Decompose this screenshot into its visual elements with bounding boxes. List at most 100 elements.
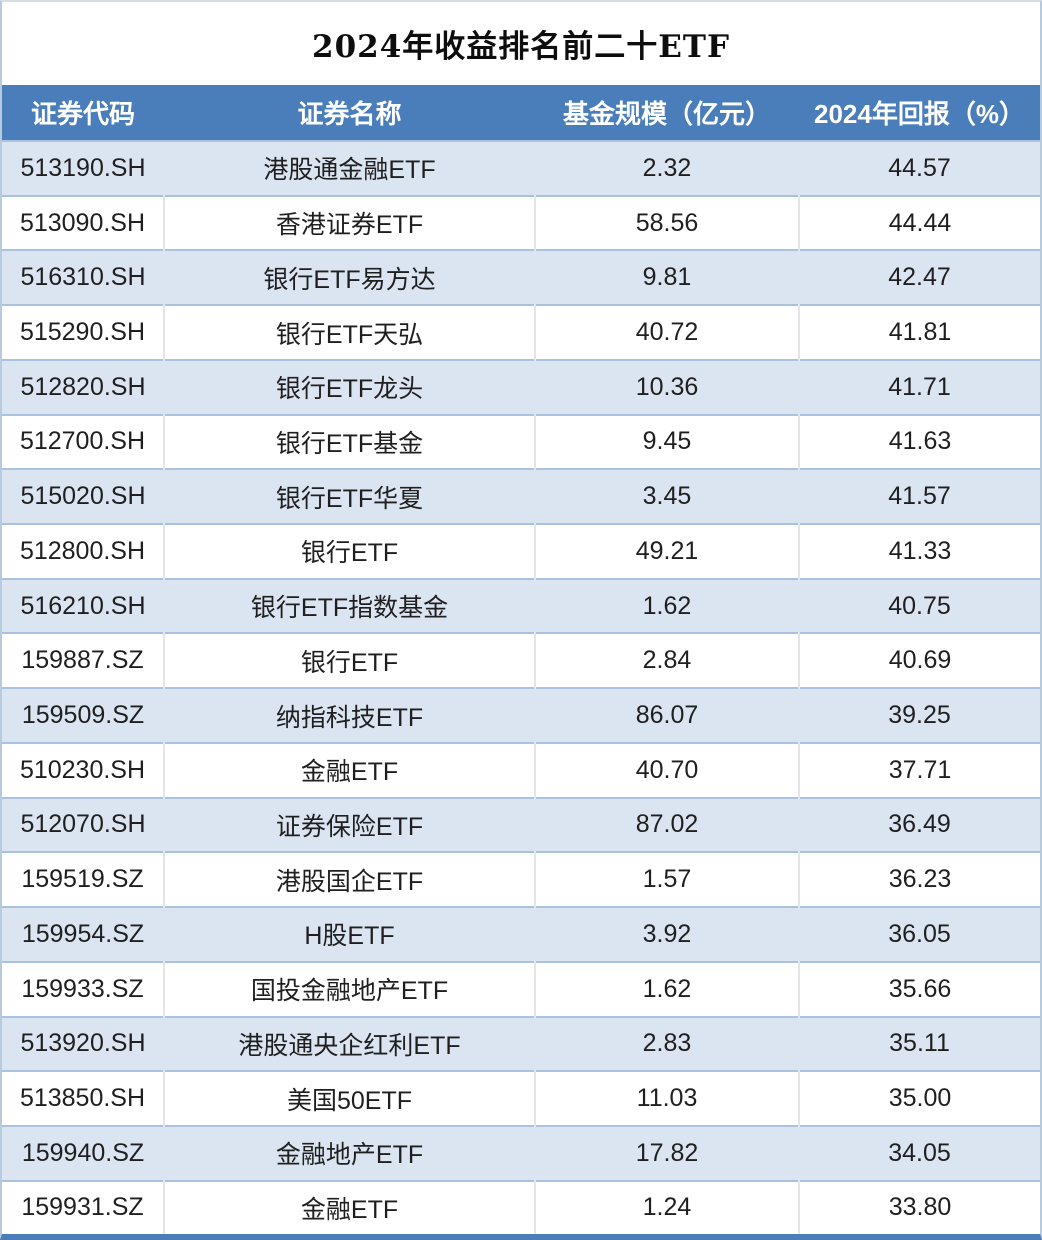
cell-code: 159887.SZ bbox=[2, 632, 165, 689]
cell-return: 40.69 bbox=[799, 632, 1040, 689]
title-bar: 2024年收益排名前二十ETF bbox=[2, 2, 1040, 85]
cell-size: 40.70 bbox=[535, 741, 800, 798]
cell-name: 纳指科技ETF bbox=[164, 687, 535, 743]
cell-name: 银行ETF天弘 bbox=[164, 304, 536, 360]
cell-size: 9.81 bbox=[535, 249, 799, 306]
cell-return: 41.71 bbox=[799, 358, 1040, 415]
cell-return: 44.57 bbox=[799, 140, 1040, 196]
table-row: 516210.SH 银行ETF指数基金 1.62 40.75 bbox=[2, 577, 1040, 634]
cell-name: 香港证券ETF bbox=[164, 194, 536, 251]
table-row: 516310.SH 银行ETF易方达 9.81 42.47 bbox=[2, 249, 1040, 306]
cell-code: 515290.SH bbox=[2, 304, 165, 360]
cell-size: 58.56 bbox=[535, 194, 800, 251]
table-body: 513190.SH 港股通金融ETF 2.32 44.57 513090.SH 香港证券E… bbox=[2, 140, 1040, 1234]
cell-return: 33.80 bbox=[799, 1179, 1040, 1234]
cell-name: 港股通金融ETF bbox=[164, 140, 535, 196]
cell-name: 银行ETF bbox=[164, 523, 536, 579]
table-row: 512800.SH 银行ETF 49.21 41.33 bbox=[2, 523, 1040, 579]
cell-return: 36.23 bbox=[799, 851, 1040, 908]
cell-return: 35.00 bbox=[799, 1070, 1040, 1126]
cell-name: H股ETF bbox=[164, 906, 535, 962]
cell-code: 516210.SH bbox=[2, 577, 164, 634]
page-title: 2024年收益排名前二十ETF bbox=[312, 29, 730, 65]
cell-code: 159933.SZ bbox=[2, 960, 165, 1017]
cell-size: 1.57 bbox=[535, 851, 800, 908]
cell-return: 35.11 bbox=[799, 1015, 1040, 1072]
cell-size: 9.45 bbox=[535, 413, 800, 470]
table-row: 512070.SH 证券保险ETF 87.02 36.49 bbox=[2, 796, 1040, 853]
cell-size: 1.24 bbox=[535, 1179, 800, 1234]
table-row: 159519.SZ 港股国企ETF 1.57 36.23 bbox=[2, 851, 1040, 908]
cell-code: 513920.SH bbox=[2, 1015, 164, 1072]
cell-name: 银行ETF指数基金 bbox=[164, 577, 535, 634]
cell-return: 36.05 bbox=[799, 906, 1040, 962]
cell-return: 37.71 bbox=[799, 741, 1040, 798]
table-row: 159940.SZ 金融地产ETF 17.82 34.05 bbox=[2, 1124, 1040, 1181]
cell-code: 159940.SZ bbox=[2, 1124, 164, 1181]
cell-size: 1.62 bbox=[535, 960, 800, 1017]
cell-code: 512700.SH bbox=[2, 413, 165, 470]
etf-table: 证券代码 证券名称 基金规模（亿元） 2024年回报（%） 513190.SH 港… bbox=[2, 85, 1040, 1234]
cell-code: 159509.SZ bbox=[2, 687, 164, 743]
column-header-return: 2024年回报（%） bbox=[799, 85, 1040, 141]
table-row: 512820.SH 银行ETF龙头 10.36 41.71 bbox=[2, 358, 1040, 415]
cell-return: 35.66 bbox=[799, 960, 1040, 1017]
cell-size: 1.62 bbox=[535, 577, 799, 634]
cell-size: 49.21 bbox=[535, 523, 800, 579]
cell-name: 美国50ETF bbox=[164, 1070, 536, 1126]
cell-return: 41.81 bbox=[799, 304, 1040, 360]
column-header-size: 基金规模（亿元） bbox=[535, 85, 799, 141]
cell-name: 银行ETF华夏 bbox=[164, 468, 535, 525]
cell-name: 银行ETF易方达 bbox=[164, 249, 535, 306]
table-row: 159509.SZ 纳指科技ETF 86.07 39.25 bbox=[2, 687, 1040, 743]
cell-name: 银行ETF龙头 bbox=[164, 358, 535, 415]
cell-name: 国投金融地产ETF bbox=[164, 960, 536, 1017]
cell-code: 159954.SZ bbox=[2, 906, 164, 962]
cell-code: 513090.SH bbox=[2, 194, 165, 251]
cell-size: 86.07 bbox=[535, 687, 799, 743]
cell-size: 10.36 bbox=[535, 358, 799, 415]
cell-return: 44.44 bbox=[799, 194, 1040, 251]
cell-return: 41.33 bbox=[799, 523, 1040, 579]
cell-size: 2.84 bbox=[535, 632, 800, 689]
column-header-name: 证券名称 bbox=[164, 85, 535, 141]
table-row: 510230.SH 金融ETF 40.70 37.71 bbox=[2, 741, 1040, 798]
cell-size: 17.82 bbox=[535, 1124, 799, 1181]
cell-name: 港股国企ETF bbox=[164, 851, 536, 908]
cell-code: 512070.SH bbox=[2, 796, 164, 853]
cell-code: 512800.SH bbox=[2, 523, 165, 579]
cell-name: 港股通央企红利ETF bbox=[164, 1015, 535, 1072]
cell-name: 银行ETF基金 bbox=[164, 413, 536, 470]
cell-return: 41.63 bbox=[799, 413, 1040, 470]
cell-return: 34.05 bbox=[799, 1124, 1040, 1181]
cell-code: 513190.SH bbox=[2, 140, 164, 196]
table-header: 证券代码 证券名称 基金规模（亿元） 2024年回报（%） bbox=[2, 85, 1040, 141]
cell-code: 159931.SZ bbox=[2, 1179, 165, 1234]
cell-code: 510230.SH bbox=[2, 741, 165, 798]
cell-code: 513850.SH bbox=[2, 1070, 165, 1126]
table-row: 515020.SH 银行ETF华夏 3.45 41.57 bbox=[2, 468, 1040, 525]
cell-size: 3.45 bbox=[535, 468, 799, 525]
cell-code: 515020.SH bbox=[2, 468, 164, 525]
table-header-row: 证券代码 证券名称 基金规模（亿元） 2024年回报（%） bbox=[2, 85, 1040, 141]
table-row: 513190.SH 港股通金融ETF 2.32 44.57 bbox=[2, 140, 1040, 196]
cell-name: 证券保险ETF bbox=[164, 796, 535, 853]
cell-size: 2.83 bbox=[535, 1015, 799, 1072]
table-row: 159933.SZ 国投金融地产ETF 1.62 35.66 bbox=[2, 960, 1040, 1017]
cell-code: 516310.SH bbox=[2, 249, 164, 306]
cell-return: 36.49 bbox=[799, 796, 1040, 853]
table-row: 512700.SH 银行ETF基金 9.45 41.63 bbox=[2, 413, 1040, 470]
table-row: 159954.SZ H股ETF 3.92 36.05 bbox=[2, 906, 1040, 962]
table-row: 513850.SH 美国50ETF 11.03 35.00 bbox=[2, 1070, 1040, 1126]
table-row: 513090.SH 香港证券ETF 58.56 44.44 bbox=[2, 194, 1040, 251]
cell-name: 金融地产ETF bbox=[164, 1124, 535, 1181]
cell-size: 87.02 bbox=[535, 796, 799, 853]
cell-size: 11.03 bbox=[535, 1070, 800, 1126]
cell-size: 2.32 bbox=[535, 140, 799, 196]
cell-name: 金融ETF bbox=[164, 741, 536, 798]
cell-return: 39.25 bbox=[799, 687, 1040, 743]
table-row: 513920.SH 港股通央企红利ETF 2.83 35.11 bbox=[2, 1015, 1040, 1072]
cell-code: 159519.SZ bbox=[2, 851, 165, 908]
cell-name: 金融ETF bbox=[164, 1179, 536, 1234]
